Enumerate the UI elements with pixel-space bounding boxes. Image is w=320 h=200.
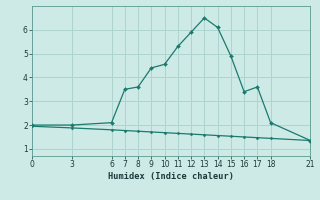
- X-axis label: Humidex (Indice chaleur): Humidex (Indice chaleur): [108, 172, 234, 181]
